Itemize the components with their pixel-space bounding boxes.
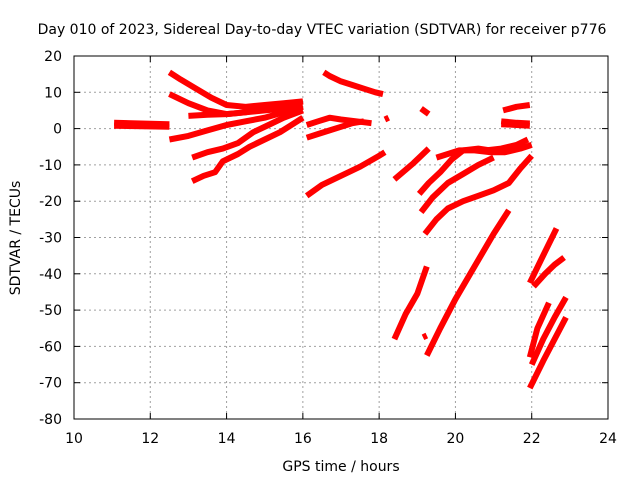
satellite-track bbox=[305, 118, 365, 141]
satellite-track bbox=[190, 115, 305, 184]
satellite-track bbox=[114, 119, 170, 128]
y-tick-label: -60 bbox=[39, 339, 62, 355]
satellite-track bbox=[422, 153, 534, 236]
satellite-track bbox=[528, 295, 569, 366]
satellite-track bbox=[527, 316, 569, 390]
y-tick-label: -30 bbox=[39, 231, 62, 247]
satellite-track bbox=[421, 332, 429, 341]
chart-title: Day 010 of 2023, Sidereal Day-to-day VTE… bbox=[38, 22, 607, 38]
y-tick-label: -70 bbox=[39, 376, 62, 392]
satellite-track bbox=[322, 69, 384, 98]
x-tick-label: 16 bbox=[294, 431, 312, 447]
axis-ticks: 10 12 14 16 18 20 22 24 -80 -70 -60 -50 -40 -30 -20 -10… bbox=[39, 49, 617, 447]
satellite-track bbox=[527, 227, 560, 285]
satellite-track bbox=[502, 102, 531, 114]
satellite-track bbox=[383, 114, 390, 123]
satellite-track bbox=[485, 136, 530, 154]
y-tick-label: 10 bbox=[44, 85, 62, 101]
satellite-track bbox=[168, 103, 304, 143]
satellite-track bbox=[424, 208, 512, 357]
x-tick-label: 14 bbox=[218, 431, 236, 447]
satellite-track bbox=[526, 301, 552, 359]
satellite-track bbox=[531, 255, 566, 289]
x-tick-label: 18 bbox=[370, 431, 388, 447]
x-tick-label: 10 bbox=[65, 431, 83, 447]
satellite-track bbox=[392, 146, 431, 182]
data-series bbox=[114, 69, 569, 390]
satellite-track bbox=[419, 106, 431, 117]
y-tick-label: -50 bbox=[39, 303, 62, 319]
x-tick-label: 22 bbox=[523, 431, 541, 447]
y-tick-label: -80 bbox=[39, 412, 62, 428]
satellite-track bbox=[418, 154, 495, 214]
x-tick-label: 24 bbox=[599, 431, 617, 447]
satellite-track bbox=[304, 149, 387, 199]
y-tick-label: -10 bbox=[39, 158, 62, 174]
x-tick-label: 20 bbox=[447, 431, 465, 447]
y-tick-label: -20 bbox=[39, 194, 62, 210]
y-tick-label: -40 bbox=[39, 267, 62, 283]
x-axis-label: GPS time / hours bbox=[282, 459, 399, 475]
satellite-track bbox=[501, 121, 530, 129]
x-tick-label: 12 bbox=[141, 431, 159, 447]
satellite-track bbox=[188, 103, 304, 119]
y-tick-label: 20 bbox=[44, 49, 62, 65]
grid bbox=[74, 56, 608, 419]
y-axis-label: SDTVAR / TECUs bbox=[8, 181, 24, 296]
satellite-track bbox=[391, 265, 430, 341]
y-tick-label: 0 bbox=[53, 122, 62, 138]
satellite-track bbox=[191, 107, 304, 161]
satellite-track bbox=[435, 142, 533, 161]
